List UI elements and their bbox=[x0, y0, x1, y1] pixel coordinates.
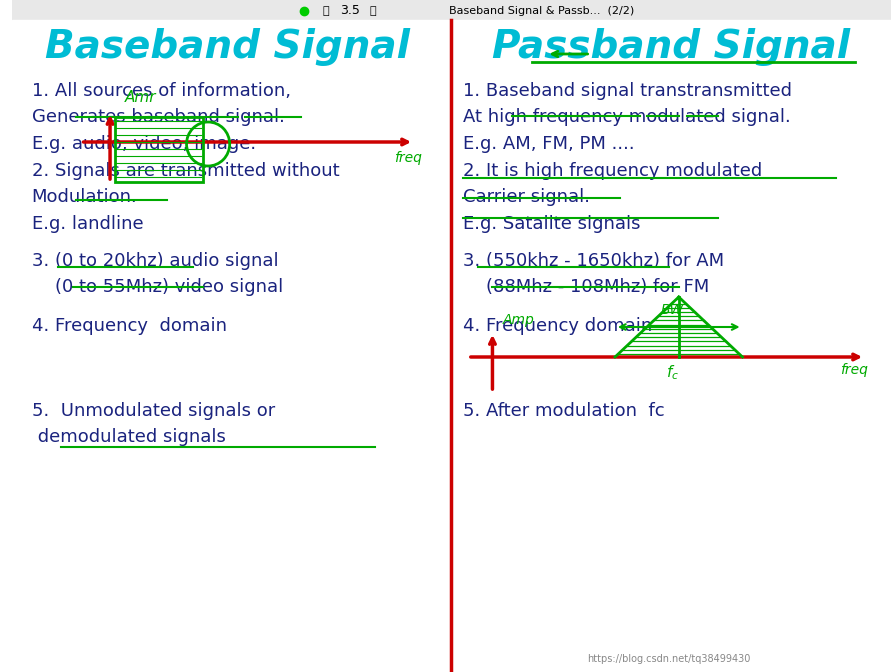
Text: 3. (550khz - 1650khz) for AM
    (88Mhz - 108Mhz) for FM: 3. (550khz - 1650khz) for AM (88Mhz - 10… bbox=[463, 252, 724, 296]
Text: 1. Baseband signal transtransmitted
At high frequency modulated signal.
E.g. AM,: 1. Baseband signal transtransmitted At h… bbox=[463, 82, 792, 153]
Text: https://blog.csdn.net/tq38499430: https://blog.csdn.net/tq38499430 bbox=[587, 654, 751, 664]
Text: 3.5: 3.5 bbox=[340, 5, 360, 17]
Text: Passband Signal: Passband Signal bbox=[492, 28, 850, 66]
Text: Baseband Signal & Passb...  (2/2): Baseband Signal & Passb... (2/2) bbox=[449, 6, 634, 16]
Text: Amr: Amr bbox=[125, 90, 156, 105]
Text: 3. (0 to 20khz) audio signal
    (0 to 55Mhz) video signal: 3. (0 to 20khz) audio signal (0 to 55Mhz… bbox=[31, 252, 283, 296]
Text: 2. It is high frequency modulated
Carrier signal.
E.g. Satalite signals: 2. It is high frequency modulated Carrie… bbox=[463, 162, 762, 233]
Bar bbox=[115, 117, 203, 182]
Text: 1. All sources of information,
Generates baseband signal.
E.g. audio, video, ima: 1. All sources of information, Generates… bbox=[31, 82, 290, 153]
Text: Baseband Signal: Baseband Signal bbox=[45, 28, 410, 66]
Text: 📷: 📷 bbox=[369, 6, 376, 16]
Text: 5.  Unmodulated signals or
 demodulated signals: 5. Unmodulated signals or demodulated si… bbox=[31, 402, 275, 446]
Bar bbox=[12, 0, 891, 20]
Text: 5. After modulation  fᴄ: 5. After modulation fᴄ bbox=[463, 402, 665, 420]
Text: BW: BW bbox=[660, 303, 684, 317]
Text: 4. Frequency domain: 4. Frequency domain bbox=[463, 317, 652, 335]
Text: 2. Signals are transmitted without
Modulation.
E.g. landline: 2. Signals are transmitted without Modul… bbox=[31, 162, 340, 233]
Text: 🔔: 🔔 bbox=[323, 6, 329, 16]
Text: freq: freq bbox=[840, 363, 868, 377]
Text: $f_c$: $f_c$ bbox=[667, 363, 679, 382]
Text: freq: freq bbox=[394, 151, 422, 165]
Text: 4. Frequency  domain: 4. Frequency domain bbox=[31, 317, 227, 335]
Text: Amp: Amp bbox=[503, 313, 534, 327]
